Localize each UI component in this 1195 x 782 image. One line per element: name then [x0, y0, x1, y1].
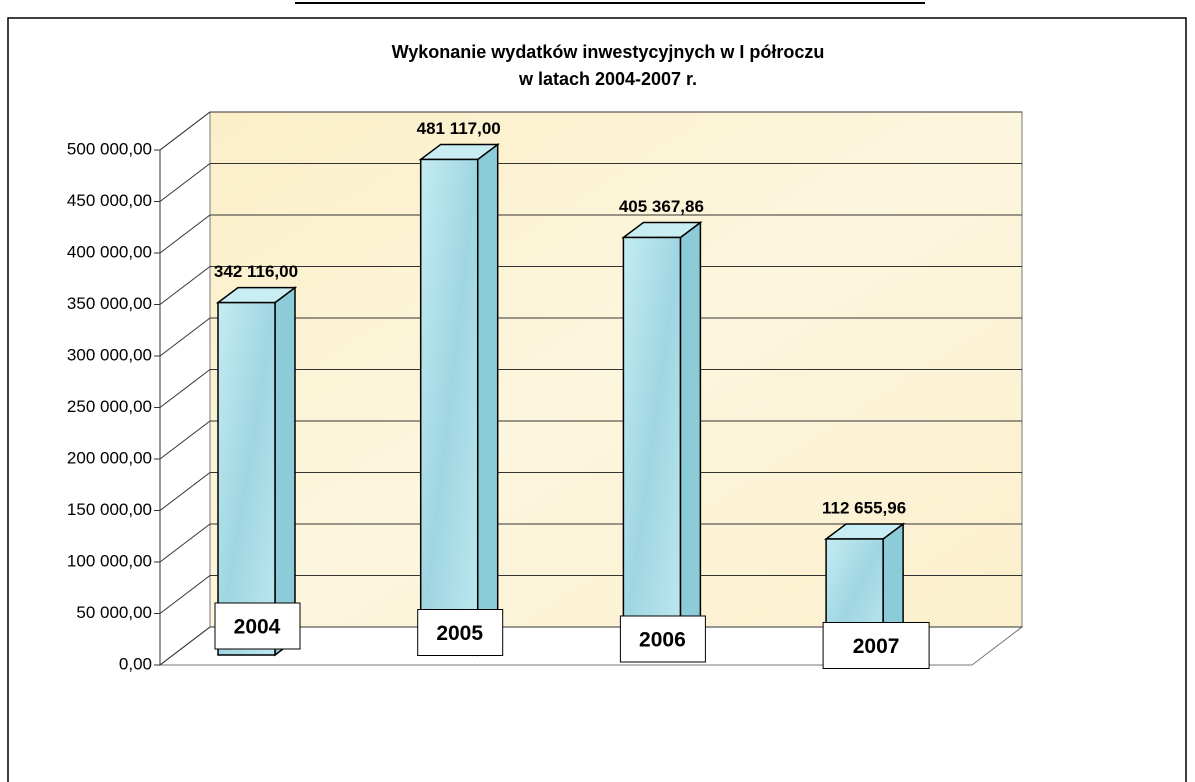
y-tick-label: 100 000,00 — [67, 551, 152, 570]
y-tick-label: 250 000,00 — [67, 397, 152, 416]
value-label: 405 367,86 — [619, 197, 704, 216]
x-tick-label: 2005 — [436, 622, 483, 645]
grid-line — [159, 472, 211, 511]
category-box — [417, 609, 504, 656]
grid-line — [159, 626, 211, 666]
grid-line — [159, 369, 211, 408]
chart-title: Wykonanie wydatków inwestycyjnych w I pó… — [392, 42, 825, 62]
category-box — [214, 602, 301, 650]
y-tick-label: 50 000,00 — [76, 603, 152, 622]
y-tick-label: 0,00 — [119, 654, 152, 673]
category-box — [619, 615, 706, 663]
y-tick-label: 350 000,00 — [67, 294, 152, 313]
x-tick-label: 2007 — [853, 635, 900, 658]
y-tick-label: 150 000,00 — [67, 500, 152, 519]
grid-line — [159, 266, 211, 305]
grid-line — [159, 420, 211, 460]
value-label: 342 116,00 — [214, 262, 298, 281]
y-tick-label: 200 000,00 — [67, 448, 152, 467]
bar — [217, 301, 276, 656]
grid-line — [159, 575, 211, 614]
grid-line — [159, 523, 211, 563]
y-tick-label: 400 000,00 — [67, 242, 152, 261]
grid-line — [159, 111, 211, 151]
bar — [622, 236, 682, 656]
grid-line — [159, 214, 211, 254]
grid-line — [159, 163, 211, 202]
bar — [419, 158, 479, 656]
y-tick-label: 500 000,00 — [67, 139, 152, 158]
bar-side — [274, 286, 296, 657]
value-label: 112 655,96 — [822, 498, 906, 517]
x-tick-label: 2004 — [234, 616, 281, 639]
y-tick-label: 450 000,00 — [67, 191, 152, 210]
grid-line — [159, 317, 211, 357]
value-label: 481 117,00 — [417, 119, 501, 138]
chart-title: w latach 2004-2007 r. — [518, 69, 697, 89]
y-tick-label: 300 000,00 — [67, 345, 152, 364]
bar-side — [679, 220, 702, 657]
category-box — [822, 622, 930, 669]
x-tick-label: 2006 — [639, 629, 686, 652]
bar-side — [476, 142, 499, 657]
